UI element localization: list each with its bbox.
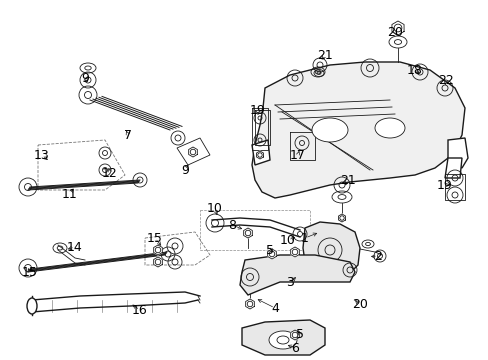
Polygon shape <box>177 138 209 165</box>
Polygon shape <box>303 222 359 278</box>
Text: 19: 19 <box>436 179 452 192</box>
Polygon shape <box>242 320 325 355</box>
Polygon shape <box>153 257 162 267</box>
Text: 21: 21 <box>340 174 355 186</box>
Text: 7: 7 <box>124 129 132 141</box>
Text: 5: 5 <box>265 243 273 257</box>
Text: 10: 10 <box>206 202 223 215</box>
Ellipse shape <box>268 331 296 349</box>
Text: 22: 22 <box>437 73 453 86</box>
Polygon shape <box>391 21 403 35</box>
Text: 17: 17 <box>289 149 305 162</box>
Polygon shape <box>290 247 299 257</box>
Text: 5: 5 <box>295 328 304 342</box>
Text: 21: 21 <box>317 49 332 62</box>
Text: 6: 6 <box>290 342 298 355</box>
Polygon shape <box>243 228 252 238</box>
Text: 8: 8 <box>227 219 236 231</box>
Text: 9: 9 <box>81 72 89 85</box>
Polygon shape <box>153 245 162 255</box>
Text: 16: 16 <box>132 303 147 316</box>
Polygon shape <box>251 62 464 198</box>
Text: 15: 15 <box>22 266 38 279</box>
Ellipse shape <box>27 298 37 314</box>
Text: 3: 3 <box>285 276 293 289</box>
Text: 14: 14 <box>67 240 82 253</box>
Ellipse shape <box>311 118 347 142</box>
Polygon shape <box>290 330 299 340</box>
Polygon shape <box>256 151 263 159</box>
Text: 18: 18 <box>406 63 422 77</box>
Ellipse shape <box>374 118 404 138</box>
Polygon shape <box>267 249 276 259</box>
Text: 12: 12 <box>102 166 118 180</box>
Polygon shape <box>444 158 461 178</box>
Text: 2: 2 <box>373 251 381 264</box>
Text: 1: 1 <box>301 231 308 244</box>
Text: 19: 19 <box>250 104 265 117</box>
Text: 20: 20 <box>351 298 367 311</box>
Text: 10: 10 <box>280 234 295 247</box>
Text: 20: 20 <box>386 26 402 39</box>
Polygon shape <box>245 299 254 309</box>
Polygon shape <box>240 255 354 295</box>
Text: 11: 11 <box>62 188 78 201</box>
Polygon shape <box>251 140 269 165</box>
Text: 15: 15 <box>147 231 163 244</box>
Polygon shape <box>338 214 345 222</box>
Polygon shape <box>188 147 197 157</box>
Polygon shape <box>447 138 467 168</box>
Text: 9: 9 <box>181 163 188 176</box>
Text: 13: 13 <box>34 149 50 162</box>
Text: 4: 4 <box>270 302 278 315</box>
